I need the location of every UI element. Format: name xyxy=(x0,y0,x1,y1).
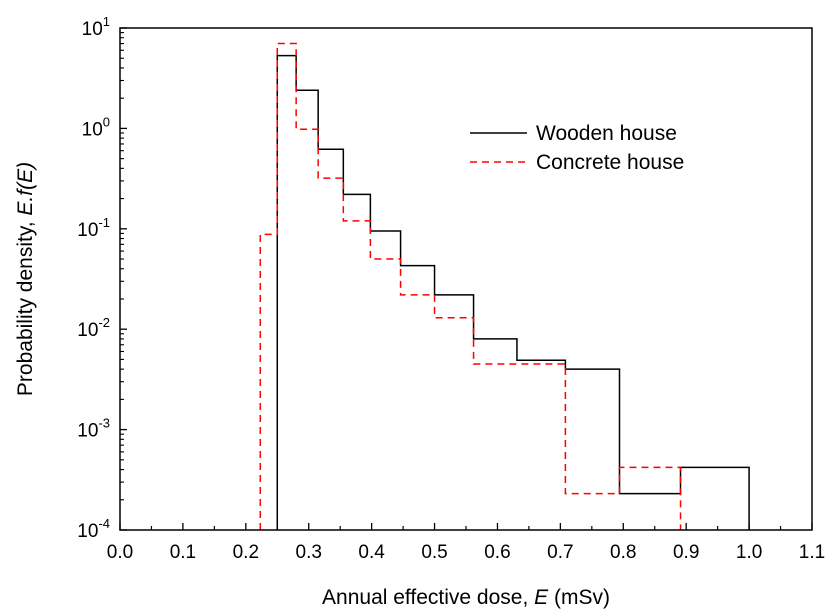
x-axis-ticks: 0.0 0.1 0.2 0.3 0.4 0.5 0.6 0.7 0.8 0.9 1.0 1.1 xyxy=(107,523,825,563)
legend-label-concrete-house: Concrete house xyxy=(536,151,684,174)
x-tick-label: 0.6 xyxy=(484,542,510,563)
x-tick-label: 0.7 xyxy=(547,542,573,563)
y-tick-label: 10-2 xyxy=(77,315,110,341)
y-axis-title: Probability density, E.f(E) xyxy=(14,162,37,396)
x-axis-title: Annual effective dose, E (mSv) xyxy=(322,586,610,609)
x-tick-label: 0.5 xyxy=(421,542,447,563)
y-axis-ticks: 10-4 10-3 10-2 10-1 100 101 xyxy=(77,14,127,542)
y-tick-label: 10-1 xyxy=(77,215,110,241)
y-tick-label: 10-3 xyxy=(77,416,110,442)
y-tick-label: 100 xyxy=(82,114,110,140)
legend-label-wooden-house: Wooden house xyxy=(536,122,677,145)
x-tick-label: 0.9 xyxy=(673,542,699,563)
x-tick-label: 0.2 xyxy=(233,542,259,563)
series-wooden-house xyxy=(276,54,750,530)
x-tick-label: 0.4 xyxy=(358,542,385,563)
legend: Wooden house Concrete house xyxy=(470,122,684,174)
x-tick-label: 1.0 xyxy=(736,542,762,563)
y-tick-label: 10-4 xyxy=(77,516,110,542)
y-tick-label: 101 xyxy=(82,14,110,40)
x-tick-label: 0.1 xyxy=(170,542,196,563)
x-tick-label: 0.3 xyxy=(296,542,322,563)
x-tick-label: 0.0 xyxy=(107,542,133,563)
x-tick-label: 1.1 xyxy=(799,542,825,563)
x-tick-label: 0.8 xyxy=(610,542,636,563)
plot-frame xyxy=(119,27,813,531)
series-layer xyxy=(259,42,750,530)
series-concrete-house xyxy=(259,42,682,530)
